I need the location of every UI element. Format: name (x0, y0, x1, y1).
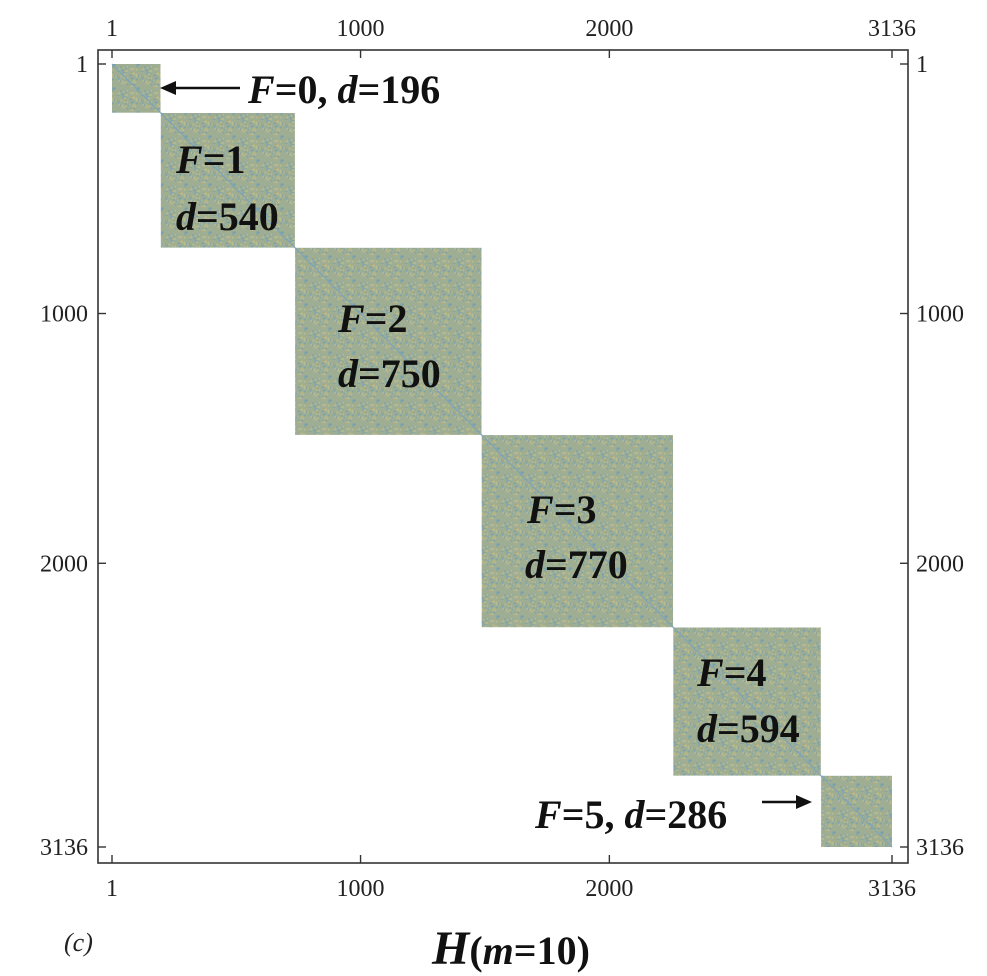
diagonal-layer (111, 63, 893, 848)
y-tick-label-left: 1 (76, 52, 88, 78)
label-f2-f: F=2 (337, 296, 407, 341)
ticks-layer (98, 50, 908, 863)
label-f1-f: F=1 (175, 137, 245, 182)
y-tick-label-right: 1 (916, 52, 928, 78)
x-tick-label-top: 1000 (337, 16, 385, 42)
label-f3-d: d=770 (525, 542, 628, 587)
label-f1-d: d=540 (176, 194, 279, 239)
x-tick-label-bottom: 2000 (585, 876, 633, 902)
label-f3-f: F=3 (526, 487, 596, 532)
y-tick-label-left: 3136 (40, 835, 88, 861)
panel-label: (c) (64, 928, 93, 957)
y-tick-label-right: 3136 (916, 835, 964, 861)
y-tick-label-right: 1000 (916, 302, 964, 328)
hamiltonian-caption: H(m=10) (431, 922, 590, 975)
main-diagonal (111, 63, 893, 848)
x-tick-label-top: 2000 (585, 16, 633, 42)
x-tick-label-top: 1 (106, 16, 118, 42)
y-tick-label-left: 2000 (40, 551, 88, 577)
label-f5: F=5, d=286 (534, 792, 727, 837)
y-tick-label-left: 1000 (40, 302, 88, 328)
label-f2-d: d=750 (338, 351, 441, 396)
x-tick-label-bottom: 3136 (868, 876, 916, 902)
block-label-f5: F=5, d=286 (534, 792, 812, 837)
label-f4-f: F=4 (696, 650, 766, 695)
x-tick-label-top: 3136 (868, 16, 916, 42)
block-label-f3: F=3 d=770 (525, 487, 628, 587)
x-tick-label-bottom: 1 (106, 876, 118, 902)
y-tick-label-right: 2000 (916, 551, 964, 577)
block-label-f1: F=1 d=540 (175, 137, 279, 239)
label-f4-d: d=594 (697, 706, 800, 751)
label-f0: F=0, d=196 (247, 67, 440, 112)
arrowhead-f0 (160, 81, 176, 95)
plot-frame (97, 49, 909, 864)
arrowhead-f5 (796, 795, 812, 809)
block-label-f0: F=0, d=196 (160, 67, 440, 112)
block-label-f2: F=2 d=750 (337, 296, 441, 396)
x-tick-label-bottom: 1000 (337, 876, 385, 902)
block-label-f4: F=4 d=594 (696, 650, 800, 751)
